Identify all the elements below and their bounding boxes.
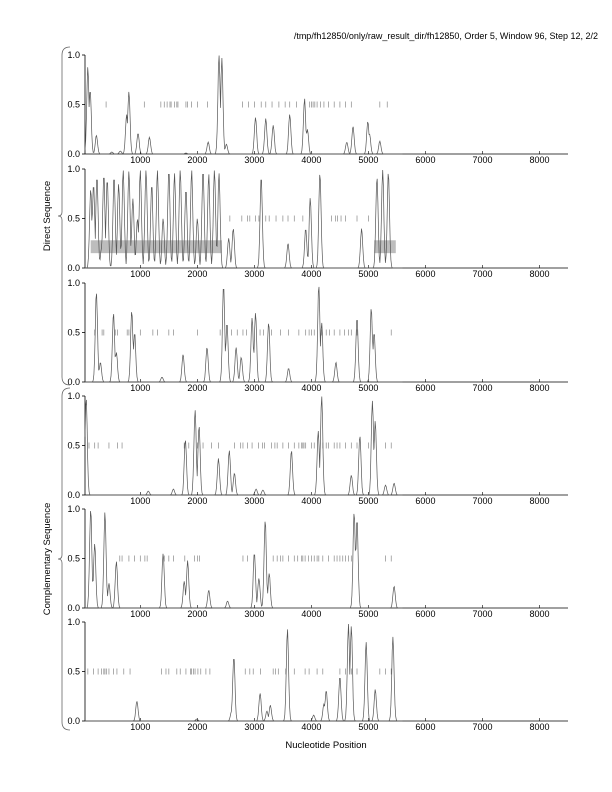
direct-brace (57, 46, 71, 386)
x-tick-label: 2000 (187, 496, 207, 506)
y-tick-label: 0.5 (67, 214, 80, 224)
x-tick-label: 4000 (301, 155, 321, 165)
x-tick-label: 4000 (301, 722, 321, 732)
panel-direct-frame-1: 0.0 0.5 1.0 1000 2000 3000 4000 5000 6000 7000 800… (67, 50, 568, 165)
x-tick-label: 1000 (130, 383, 150, 393)
complementary-sequence-label: Complementary Sequence (42, 503, 53, 615)
x-tick-label: 8000 (529, 383, 549, 393)
x-tick-label: 2000 (187, 722, 207, 732)
x-tick-label: 8000 (529, 609, 549, 619)
panel-direct-frame-3: 0.0 0.5 1.0 1000 2000 3000 4000 5000 6000 7000 800… (67, 278, 568, 393)
probability-curve (84, 55, 403, 155)
x-tick-label: 1000 (130, 722, 150, 732)
x-tick-label: 8000 (529, 496, 549, 506)
x-tick-label: 3000 (244, 269, 264, 279)
x-tick-label: 6000 (415, 155, 435, 165)
probability-curve (85, 286, 403, 383)
panel-reverse-frame-2: 0.0 0.5 1.0 1000 2000 3000 4000 5000 6000 7000 800… (67, 504, 568, 619)
y-tick-label: 0.5 (67, 328, 80, 338)
x-tick-label: 8000 (529, 155, 549, 165)
x-tick-label: 5000 (358, 496, 378, 506)
x-tick-label: 7000 (472, 383, 492, 393)
x-tick-label: 3000 (244, 609, 264, 619)
y-tick-label: 0.0 (67, 603, 80, 613)
panel-reverse-frame-1: 0.0 0.5 1.0 1000 2000 3000 4000 5000 6000 7000 800… (67, 391, 568, 506)
x-tick-label: 6000 (415, 496, 435, 506)
x-tick-label: 8000 (529, 269, 549, 279)
y-tick-label: 1.0 (67, 391, 80, 401)
y-tick-label: 1.0 (67, 164, 80, 174)
y-tick-label: 1.0 (67, 504, 80, 514)
y-tick-label: 0.0 (67, 263, 80, 273)
x-tick-label: 7000 (472, 155, 492, 165)
x-tick-label: 3000 (244, 155, 264, 165)
x-tick-label: 4000 (301, 609, 321, 619)
complementary-brace (57, 387, 71, 731)
y-tick-label: 0.5 (67, 554, 80, 564)
probability-curve (84, 396, 403, 496)
x-tick-label: 1000 (130, 155, 150, 165)
x-tick-label: 3000 (244, 496, 264, 506)
x-tick-label: 7000 (472, 269, 492, 279)
y-tick-label: 1.0 (67, 617, 80, 627)
direct-sequence-label: Direct Sequence (42, 181, 53, 251)
y-tick-label: 0.0 (67, 716, 80, 726)
x-axis-label: Nucleotide Position (285, 740, 366, 751)
x-tick-label: 2000 (187, 609, 207, 619)
x-tick-label: 5000 (358, 269, 378, 279)
x-tick-label: 6000 (415, 383, 435, 393)
x-tick-label: 3000 (244, 383, 264, 393)
x-tick-label: 6000 (415, 609, 435, 619)
panel-direct-frame-2: 0.0 0.5 1.0 1000 2000 3000 4000 5000 6000 7000 800… (67, 164, 568, 279)
y-tick-label: 1.0 (67, 50, 80, 60)
x-tick-label: 8000 (529, 722, 549, 732)
probability-curve (85, 169, 403, 269)
x-tick-label: 6000 (415, 722, 435, 732)
x-tick-label: 2000 (187, 269, 207, 279)
x-tick-label: 7000 (472, 722, 492, 732)
x-tick-label: 7000 (472, 609, 492, 619)
x-tick-label: 4000 (301, 383, 321, 393)
panel-reverse-frame-3: 0.0 0.5 1.0 1000 2000 3000 4000 5000 6000 7000 800… (67, 617, 568, 732)
x-tick-label: 5000 (358, 155, 378, 165)
x-tick-label: 7000 (472, 496, 492, 506)
y-tick-label: 0.5 (67, 441, 80, 451)
y-tick-label: 0.5 (67, 100, 80, 110)
y-tick-label: 0.5 (67, 667, 80, 677)
x-tick-label: 1000 (130, 269, 150, 279)
x-tick-label: 5000 (358, 609, 378, 619)
x-tick-label: 4000 (301, 269, 321, 279)
x-tick-label: 6000 (415, 269, 435, 279)
y-tick-label: 0.0 (67, 149, 80, 159)
probability-curve (85, 623, 403, 722)
x-tick-label: 5000 (358, 722, 378, 732)
y-tick-label: 0.0 (67, 377, 80, 387)
x-tick-label: 5000 (358, 383, 378, 393)
x-tick-label: 4000 (301, 496, 321, 506)
x-tick-label: 2000 (187, 383, 207, 393)
probability-curve (85, 510, 403, 609)
x-tick-label: 1000 (130, 496, 150, 506)
y-tick-label: 0.0 (67, 490, 80, 500)
x-tick-label: 3000 (244, 722, 264, 732)
plot-title: /tmp/fh12850/only/raw_result_dir/fh12850… (293, 31, 598, 41)
x-tick-label: 2000 (187, 155, 207, 165)
x-tick-label: 1000 (130, 609, 150, 619)
y-tick-label: 1.0 (67, 278, 80, 288)
gene-bar (90, 240, 222, 254)
